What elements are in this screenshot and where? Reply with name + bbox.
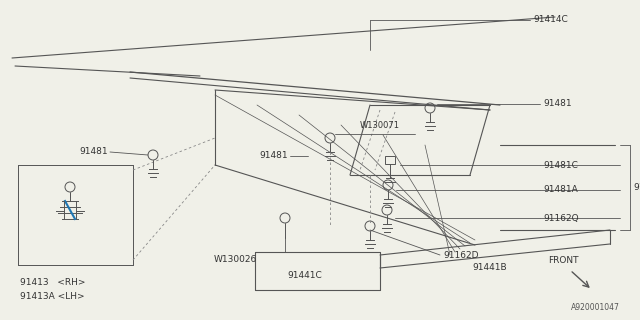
Text: 91413A <LH>: 91413A <LH> — [20, 292, 84, 301]
Text: 91481A: 91481A — [543, 186, 578, 195]
Text: 91481: 91481 — [259, 151, 288, 161]
Text: A920001047: A920001047 — [571, 303, 620, 312]
Text: 91414C: 91414C — [533, 15, 568, 25]
Text: 91162Q: 91162Q — [543, 213, 579, 222]
Text: 91413   <RH>: 91413 <RH> — [20, 278, 86, 287]
Bar — [385, 156, 395, 164]
Text: W130071: W130071 — [360, 121, 400, 130]
Text: FRONT: FRONT — [548, 256, 579, 265]
Text: 91411: 91411 — [633, 182, 640, 191]
Text: 91162D: 91162D — [443, 251, 479, 260]
Text: W130026: W130026 — [213, 255, 257, 264]
Text: 91481: 91481 — [543, 100, 572, 108]
Text: 91481C: 91481C — [543, 161, 578, 170]
Text: 91441C: 91441C — [287, 270, 323, 279]
Text: 91481: 91481 — [79, 148, 108, 156]
Text: 91441B: 91441B — [473, 263, 508, 273]
